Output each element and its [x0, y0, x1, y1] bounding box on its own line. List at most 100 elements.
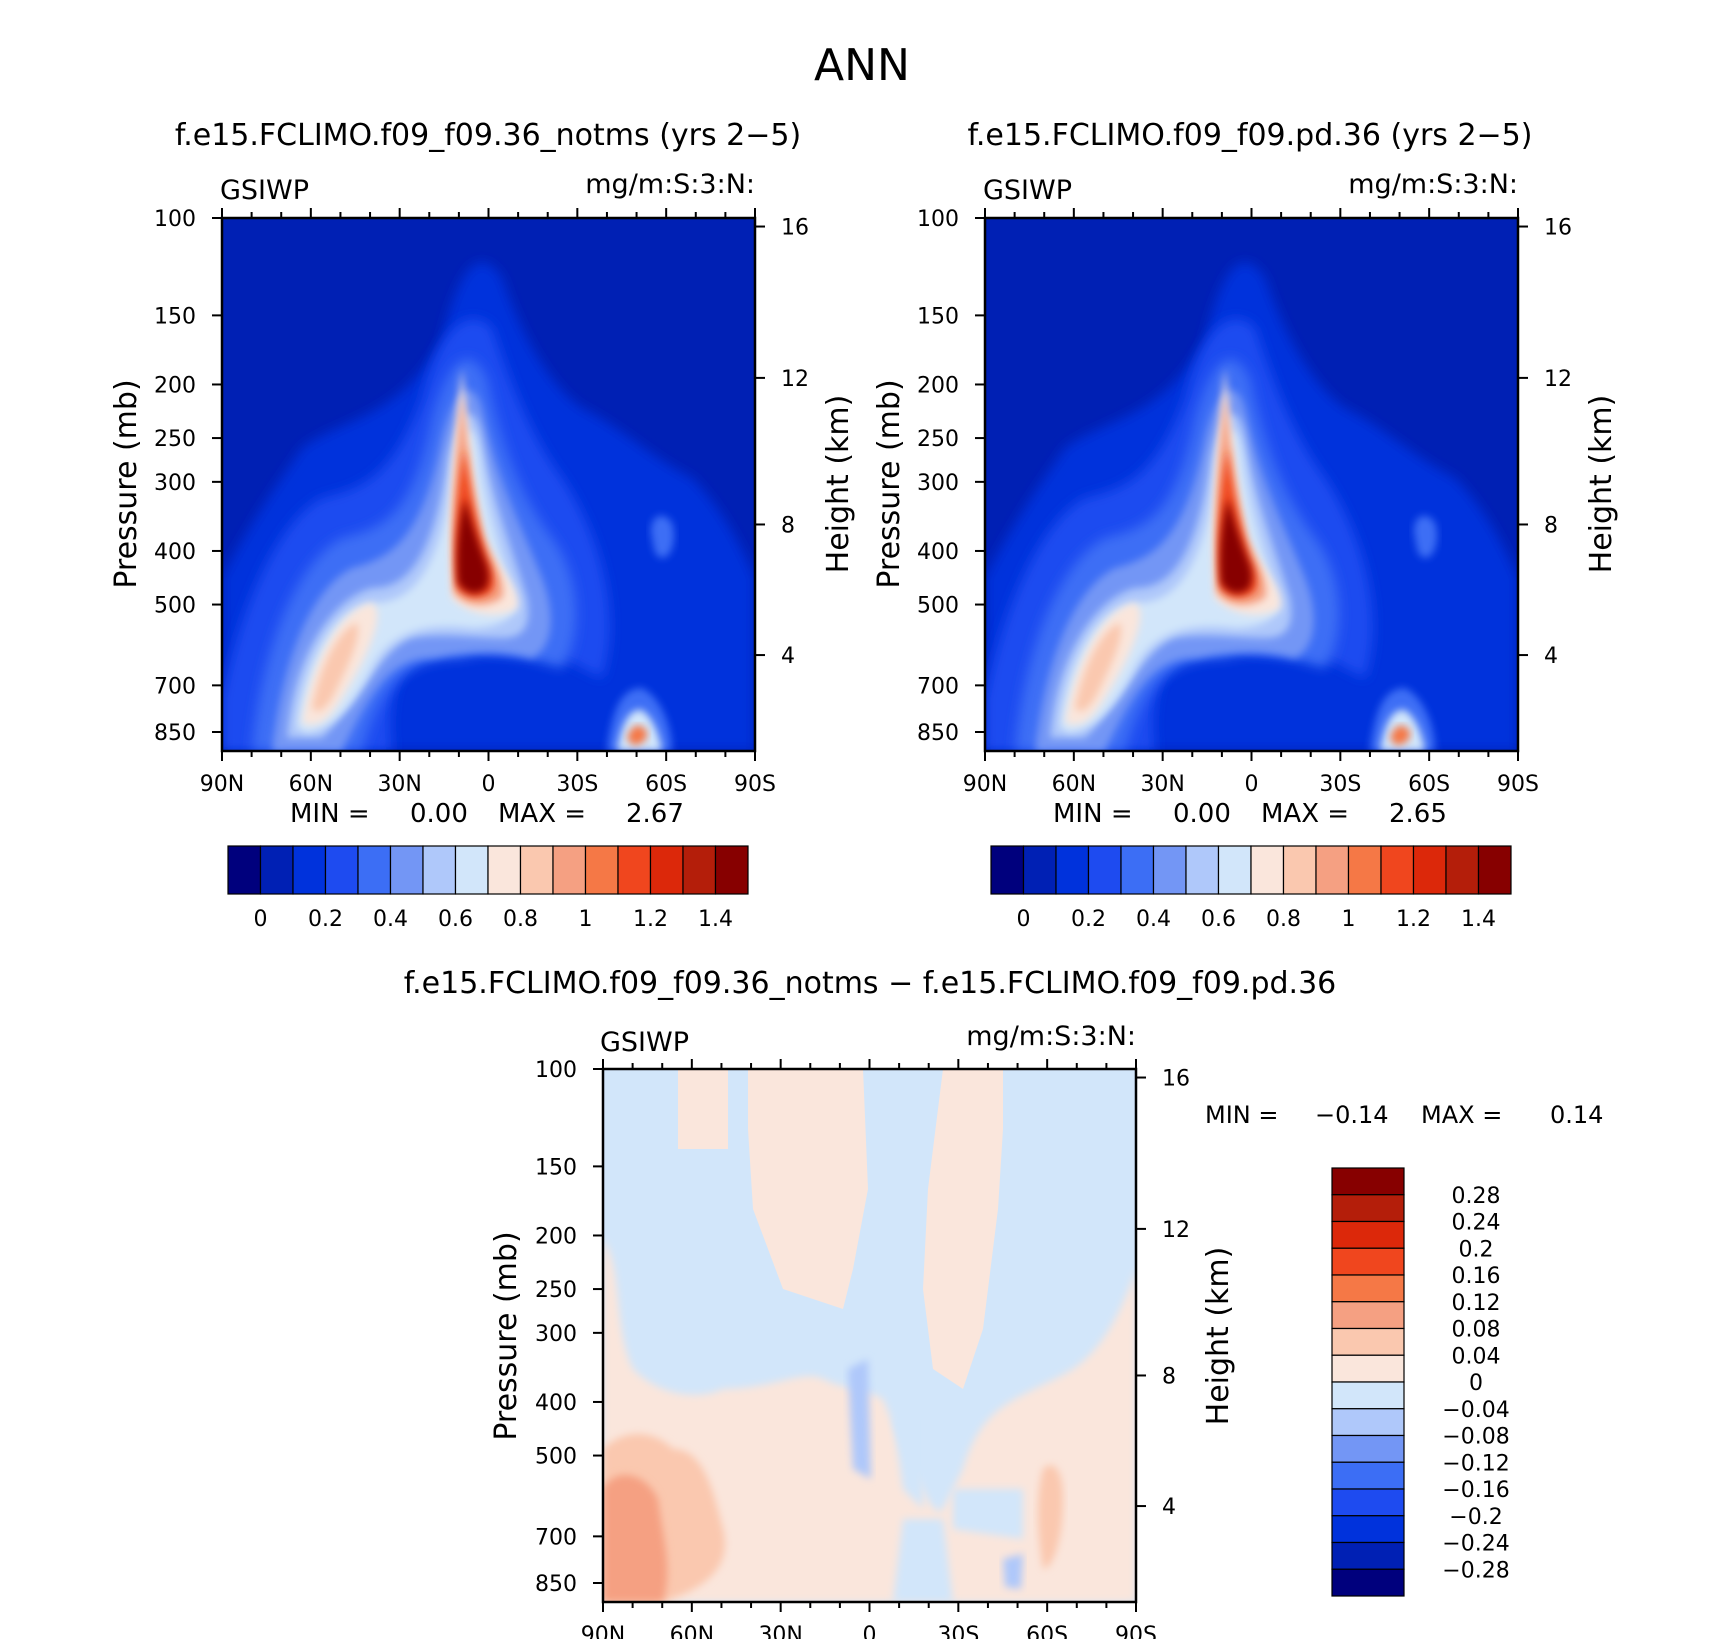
x-tick-label: 90N: [581, 1623, 625, 1639]
min-label: MIN =: [1205, 1101, 1278, 1129]
colorbar-tick-label: 0.28: [1452, 1184, 1501, 1209]
colorbar-swatch: [1412, 845, 1447, 895]
y-tick-label: 150: [917, 304, 959, 329]
left-y-axis: 100 150 200 250 300 400 500 700 850: [154, 207, 222, 746]
y-tick-label: 850: [154, 721, 196, 746]
y-right-tick-label: 12: [781, 367, 809, 392]
y-tick-label: 850: [535, 1572, 577, 1597]
y-right-tick-label: 16: [781, 216, 809, 241]
y-right-tick-label: 16: [1162, 1067, 1190, 1092]
colorbar-tick-label: 1.2: [633, 907, 668, 932]
y-right-tick-label: 12: [1544, 367, 1572, 392]
y-tick-label: 700: [535, 1525, 577, 1550]
colorbar-tick-label: 0.8: [503, 907, 538, 932]
colorbar-tick-label: 0.24: [1452, 1211, 1501, 1236]
colorbar-swatch: [389, 845, 424, 895]
x-tick-label: 30S: [937, 1623, 979, 1639]
x-tick-label: 60N: [670, 1623, 714, 1639]
colorbar-tick-label: 0.2: [1071, 907, 1106, 932]
max-label: MAX =: [498, 799, 586, 829]
colorbar-swatch: [1331, 1408, 1405, 1437]
colorbar: 0 0.2 0.4 0.6 0.8 1 1.2 1.4: [227, 845, 749, 932]
y-tick-label: 150: [535, 1155, 577, 1180]
panel-top-left: f.e15.FCLIMO.f09_f09.36_notms (yrs 2−5) …: [109, 118, 856, 932]
x-tick-label: 30N: [1140, 772, 1184, 797]
variable-label: GSIWP: [220, 175, 309, 206]
colorbar-swatch: [1250, 845, 1285, 895]
colorbar-swatch: [1217, 845, 1252, 895]
colorbar-swatch: [1152, 845, 1187, 895]
y-tick-label: 300: [154, 471, 196, 496]
panel-top-right: f.e15.FCLIMO.f09_f09.pd.36 (yrs 2−5) GSI…: [872, 118, 1619, 932]
colorbar-tick-label: −0.2: [1449, 1505, 1502, 1530]
y-right-tick-label: 4: [781, 644, 795, 669]
colorbar-swatch: [1331, 1568, 1405, 1597]
colorbar-swatch: [1315, 845, 1350, 895]
units-label: mg/m:S:3:N:: [1348, 169, 1518, 200]
colorbar-tick-label: −0.04: [1442, 1398, 1509, 1423]
colorbar-swatch: [1055, 845, 1090, 895]
x-tick-label: 60S: [1026, 1623, 1068, 1639]
stats-line: MIN = −0.14 MAX = 0.14: [1205, 1101, 1603, 1129]
x-tick-label: 90S: [734, 772, 776, 797]
y-tick-label: 250: [154, 427, 196, 452]
x-tick-label: 30S: [556, 772, 598, 797]
y-right-tick-label: 16: [1544, 216, 1572, 241]
min-label: MIN =: [1053, 799, 1133, 829]
colorbar-swatch: [649, 845, 684, 895]
colorbar-tick-label: 0.08: [1452, 1318, 1501, 1343]
variable-label: GSIWP: [983, 175, 1072, 206]
y-right-tick-label: 4: [1162, 1495, 1176, 1520]
stats-line: MIN = 0.00 MAX = 2.67: [290, 799, 684, 829]
x-tick-label: 0: [863, 1623, 877, 1639]
colorbar-swatch: [1477, 845, 1512, 895]
colorbar-tick-label: 0: [254, 907, 268, 932]
min-label: MIN =: [290, 799, 370, 829]
y-tick-label: 400: [917, 540, 959, 565]
panel-bottom: f.e15.FCLIMO.f09_f09.36_notms − f.e15.FC…: [404, 966, 1604, 1639]
colorbar-tick-label: 0.4: [373, 907, 408, 932]
colorbar-swatch: [1331, 1488, 1405, 1517]
x-tick-label: 90N: [200, 772, 244, 797]
colorbar-swatch: [1282, 845, 1317, 895]
colorbar-tick-label: 0.16: [1452, 1264, 1501, 1289]
x-tick-label: 30N: [377, 772, 421, 797]
y-right-tick-label: 8: [1162, 1364, 1176, 1389]
x-tick-label: 90S: [1497, 772, 1539, 797]
colorbar-swatch: [1331, 1220, 1405, 1249]
figure-suptitle: ANN: [814, 40, 910, 91]
colorbar-swatch: [1331, 1381, 1405, 1410]
x-tick-label: 90N: [963, 772, 1007, 797]
y-tick-label: 200: [535, 1224, 577, 1249]
y-tick-label: 500: [535, 1445, 577, 1470]
colorbar-swatch: [1331, 1327, 1405, 1356]
y-tick-label: 200: [917, 373, 959, 398]
y-right-tick-label: 12: [1162, 1218, 1190, 1243]
y-tick-label: 700: [917, 674, 959, 699]
colorbar-swatch: [1331, 1354, 1405, 1383]
right-y-axis: 16 12 8 4: [1136, 1067, 1190, 1520]
colorbar-swatch: [1120, 845, 1155, 895]
colorbar-swatch: [1022, 845, 1057, 895]
colorbar-tick-label: 0.4: [1136, 907, 1171, 932]
colorbar-swatch: [990, 845, 1025, 895]
contour-field: [985, 218, 1518, 751]
y-tick-label: 850: [917, 721, 959, 746]
colorbar-swatch: [227, 845, 262, 895]
colorbar-tick-label: 0.2: [1459, 1237, 1494, 1262]
colorbar-swatch: [1331, 1247, 1405, 1276]
colorbar-tick-label: 0.2: [308, 907, 343, 932]
colorbar-swatch: [1380, 845, 1415, 895]
x-tick-label: 60S: [1408, 772, 1450, 797]
colorbar-swatch: [1331, 1541, 1405, 1570]
colorbar-swatch: [1331, 1167, 1405, 1196]
colorbar-tick-label: 0.12: [1452, 1291, 1501, 1316]
max-value: 2.65: [1389, 799, 1447, 829]
colorbar-tick-label: 1: [579, 907, 593, 932]
max-label: MAX =: [1421, 1101, 1502, 1129]
y-tick-label: 300: [917, 471, 959, 496]
min-value: −0.14: [1315, 1101, 1389, 1129]
y-right-tick-label: 8: [781, 513, 795, 538]
colorbar-tick-label: 0.8: [1266, 907, 1301, 932]
